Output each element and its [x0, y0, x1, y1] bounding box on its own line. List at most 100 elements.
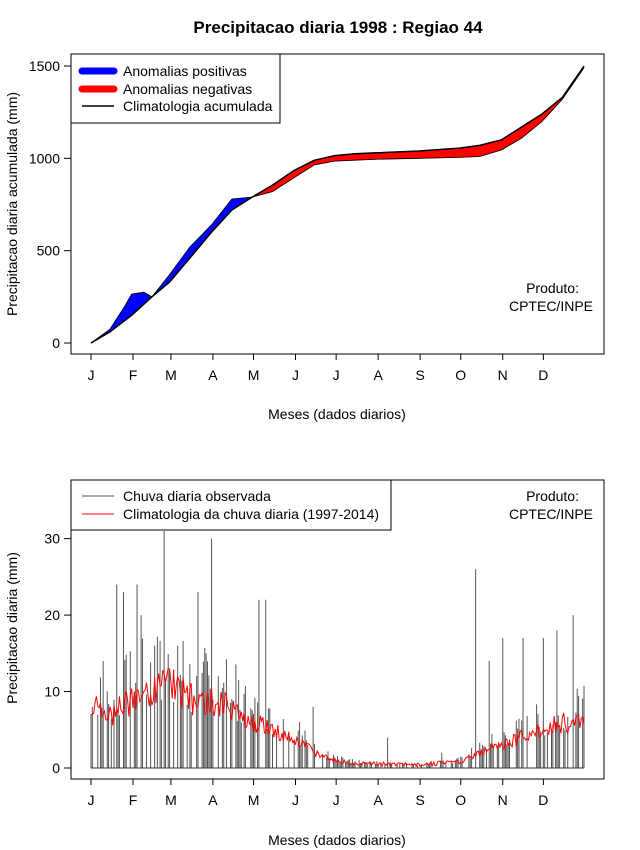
negative-anomaly-segment	[388, 151, 391, 160]
negative-anomaly-segment	[502, 137, 505, 150]
negative-anomaly-segment	[346, 154, 349, 161]
negative-anomaly-segment	[372, 152, 375, 160]
negative-anomaly-segment	[468, 146, 471, 158]
negative-anomaly-segment	[348, 153, 350, 161]
negative-anomaly-segment	[522, 124, 525, 138]
negative-anomaly-segment	[524, 123, 526, 137]
positive-anomaly-segment	[231, 198, 234, 211]
x-tick-label: J	[292, 367, 299, 383]
negative-anomaly-segment	[440, 149, 442, 159]
x-tick-label: N	[498, 367, 508, 383]
negative-anomaly-segment	[400, 151, 403, 159]
negative-anomaly-segment	[513, 130, 516, 144]
negative-anomaly-segment	[379, 152, 382, 160]
negative-anomaly-segment	[365, 152, 368, 160]
negative-anomaly-segment	[430, 149, 433, 159]
daily-panel: 0 10 20 30 J F M A M J J A S O N D Meses (dados diario…	[4, 479, 605, 848]
product-source: CPTEC/INPE	[509, 298, 593, 314]
negative-anomaly-segment	[449, 148, 452, 158]
x-tick-label: J	[333, 792, 340, 808]
negative-anomaly-segment	[354, 153, 357, 161]
x-tick-label: J	[333, 367, 340, 383]
negative-anomaly-segment	[387, 152, 390, 160]
negative-anomaly-segment	[493, 141, 495, 153]
negative-anomaly-segment	[476, 145, 479, 157]
negative-anomaly-segment	[499, 139, 502, 151]
y-tick-label: 0	[52, 335, 60, 351]
negative-anomaly-segment	[461, 147, 464, 158]
negative-anomaly-segment	[463, 147, 466, 158]
negative-anomaly-segment	[445, 148, 448, 158]
negative-anomaly-segment	[391, 151, 394, 160]
negative-anomaly-segment	[441, 149, 444, 159]
negative-anomaly-segment	[444, 148, 447, 158]
negative-anomaly-segment	[425, 150, 428, 159]
negative-anomaly-segment	[342, 154, 345, 161]
legend-line-label: Climatologia acumulada	[123, 98, 273, 114]
negative-anomaly-segment	[487, 142, 490, 155]
negative-anomaly-segment	[509, 133, 512, 146]
product-source-daily: CPTEC/INPE	[509, 506, 593, 522]
x-tick-label: F	[129, 367, 138, 383]
legend-observed-label: Chuva diaria observada	[123, 488, 271, 504]
x-tick-label: F	[129, 792, 138, 808]
negative-anomaly-segment	[406, 151, 409, 159]
legend-box-daily	[70, 479, 392, 531]
negative-anomaly-segment	[428, 149, 430, 159]
x-tick-label: S	[415, 367, 424, 383]
negative-anomaly-segment	[353, 153, 356, 161]
positive-anomaly-segment	[130, 293, 132, 317]
negative-anomaly-segment	[506, 135, 509, 148]
negative-anomaly-segment	[437, 149, 440, 159]
negative-anomaly-segment	[356, 153, 359, 161]
negative-anomaly-segment	[453, 148, 456, 158]
negative-anomaly-segment	[364, 153, 367, 160]
negative-anomaly-segment	[399, 151, 402, 159]
negative-anomaly-segment	[498, 139, 501, 152]
negative-anomaly-segment	[371, 152, 373, 160]
negative-anomaly-segment	[426, 150, 429, 159]
negative-anomaly-segment	[376, 152, 379, 160]
negative-anomaly-segment	[467, 146, 470, 158]
product-label-daily: Produto:	[526, 488, 579, 504]
negative-anomaly-segment	[369, 152, 372, 160]
legend-negative-label: Anomalias negativas	[123, 81, 252, 97]
negative-anomaly-segment	[396, 151, 399, 160]
anomaly-fill-group	[90, 65, 585, 344]
negative-anomaly-segment	[520, 126, 522, 140]
x-tick-label: N	[498, 792, 508, 808]
negative-anomaly-segment	[395, 151, 398, 160]
positive-anomaly-segment	[127, 298, 130, 319]
negative-anomaly-segment	[526, 122, 529, 135]
positive-anomaly-segment	[140, 292, 143, 308]
negative-anomaly-segment	[398, 151, 401, 159]
negative-anomaly-segment	[384, 152, 387, 160]
negative-anomaly-segment	[410, 151, 413, 159]
positive-anomaly-segment	[135, 293, 138, 313]
product-label: Produto:	[526, 280, 579, 296]
negative-anomaly-segment	[403, 151, 406, 159]
negative-anomaly-segment	[442, 148, 445, 158]
negative-anomaly-segment	[432, 149, 434, 159]
negative-anomaly-segment	[349, 153, 352, 161]
negative-anomaly-segment	[447, 148, 449, 158]
negative-anomaly-segment	[422, 150, 425, 159]
negative-anomaly-segment	[465, 146, 468, 158]
x-tick-label: M	[165, 792, 177, 808]
cumulative-y-axis: 0 500 1000 1500	[29, 58, 71, 351]
daily-y-label: Precipitacao diaria (mm)	[4, 552, 20, 704]
x-tick-label: J	[88, 367, 95, 383]
daily-y-axis: 0 10 20 30	[44, 531, 71, 776]
negative-anomaly-segment	[501, 138, 503, 151]
negative-anomaly-segment	[518, 127, 521, 140]
negative-anomaly-segment	[507, 134, 510, 147]
negative-anomaly-segment	[340, 154, 342, 162]
negative-anomaly-segment	[471, 146, 474, 158]
negative-anomaly-segment	[516, 129, 518, 142]
negative-anomaly-segment	[394, 151, 396, 160]
cumulative-panel: 0 500 1000 1500 J F M A M J J A S O N D Meses (dados d…	[4, 53, 605, 422]
negative-anomaly-segment	[380, 152, 383, 160]
negative-anomaly-segment	[472, 145, 475, 158]
negative-anomaly-segment	[414, 150, 417, 159]
x-tick-label: O	[455, 367, 466, 383]
